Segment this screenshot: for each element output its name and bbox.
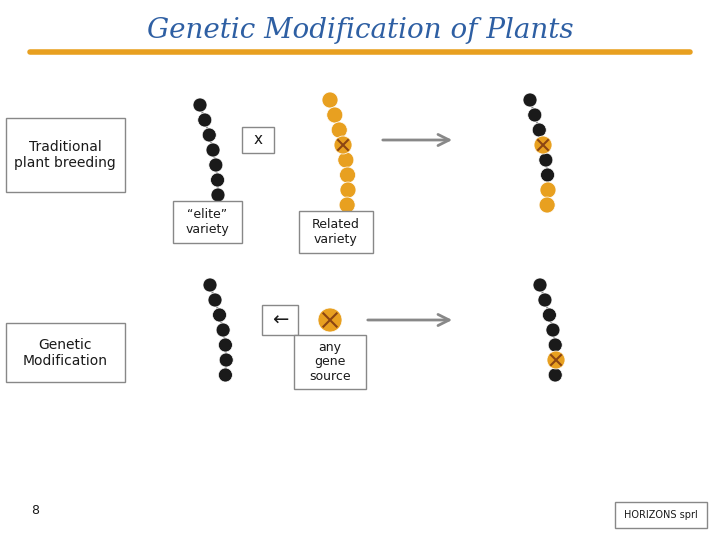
FancyBboxPatch shape <box>6 323 125 382</box>
Circle shape <box>539 197 555 213</box>
Circle shape <box>203 278 217 292</box>
Circle shape <box>538 293 552 307</box>
Text: ←: ← <box>272 310 288 329</box>
Text: 8: 8 <box>31 503 39 516</box>
Circle shape <box>534 136 552 154</box>
Circle shape <box>340 167 356 183</box>
Circle shape <box>540 182 556 198</box>
Circle shape <box>218 338 233 352</box>
Circle shape <box>198 113 212 127</box>
FancyBboxPatch shape <box>173 201 241 243</box>
Text: HORIZONS sprl: HORIZONS sprl <box>624 510 698 520</box>
Circle shape <box>542 308 557 322</box>
Circle shape <box>339 197 355 213</box>
Circle shape <box>523 93 537 107</box>
Circle shape <box>193 98 207 112</box>
Circle shape <box>340 182 356 198</box>
Circle shape <box>548 338 562 352</box>
Circle shape <box>212 308 227 322</box>
Circle shape <box>532 123 546 137</box>
Text: x: x <box>253 132 263 147</box>
Text: any
gene
source: any gene source <box>309 341 351 383</box>
Circle shape <box>334 136 352 154</box>
Text: Traditional
plant breeding: Traditional plant breeding <box>14 140 116 170</box>
Circle shape <box>546 323 560 337</box>
Circle shape <box>209 158 223 172</box>
Text: Related
variety: Related variety <box>312 218 360 246</box>
Text: Genetic
Modification: Genetic Modification <box>22 338 107 368</box>
Circle shape <box>210 203 224 217</box>
Circle shape <box>208 293 222 307</box>
FancyBboxPatch shape <box>299 211 373 253</box>
Circle shape <box>533 278 547 292</box>
Circle shape <box>318 308 342 332</box>
Circle shape <box>219 353 233 367</box>
Circle shape <box>331 122 347 138</box>
Circle shape <box>218 368 233 382</box>
Circle shape <box>539 153 553 167</box>
Text: Genetic Modification of Plants: Genetic Modification of Plants <box>147 17 573 44</box>
Circle shape <box>338 152 354 168</box>
Circle shape <box>322 92 338 108</box>
Circle shape <box>211 188 225 202</box>
FancyBboxPatch shape <box>294 335 366 389</box>
Text: “elite”
variety: “elite” variety <box>185 208 229 236</box>
FancyBboxPatch shape <box>615 502 707 528</box>
FancyBboxPatch shape <box>262 305 298 335</box>
Circle shape <box>327 107 343 123</box>
Circle shape <box>210 173 225 187</box>
Circle shape <box>206 143 220 157</box>
Circle shape <box>548 368 562 382</box>
FancyBboxPatch shape <box>6 118 125 192</box>
Circle shape <box>541 168 554 182</box>
Circle shape <box>216 323 230 337</box>
Circle shape <box>528 108 541 122</box>
Circle shape <box>547 351 565 369</box>
FancyBboxPatch shape <box>242 127 274 153</box>
Circle shape <box>202 128 216 142</box>
